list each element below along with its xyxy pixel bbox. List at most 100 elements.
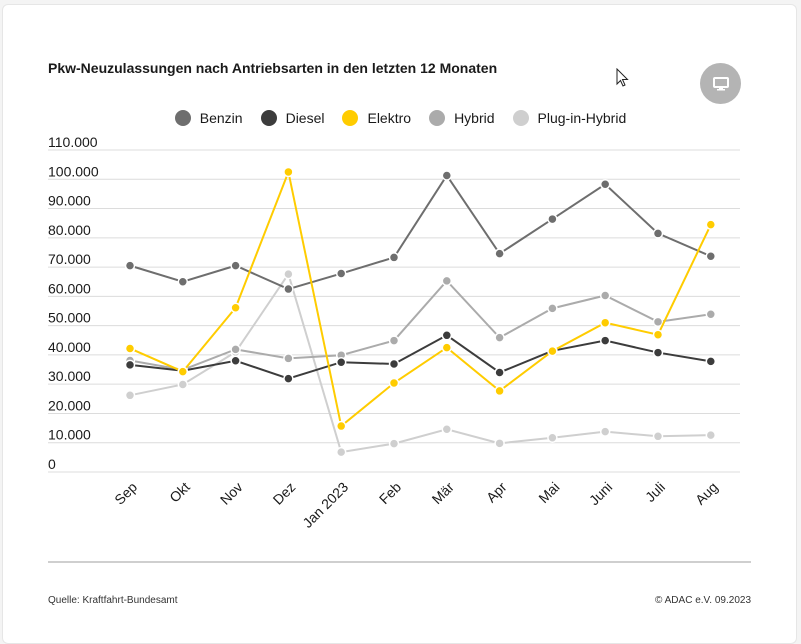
legend-label: Diesel xyxy=(285,110,325,126)
data-point-elektro xyxy=(283,166,294,178)
data-point-diesel xyxy=(494,367,505,378)
data-point-elektro xyxy=(124,343,136,354)
series-line-hybrid xyxy=(129,279,711,371)
data-point-diesel xyxy=(124,359,136,371)
data-point-diesel xyxy=(388,358,400,370)
data-point-elektro xyxy=(494,385,505,397)
series-line-benzin xyxy=(129,173,712,291)
data-point-plug-in-hybrid xyxy=(177,379,189,390)
data-point-plug-in-hybrid xyxy=(599,426,611,437)
legend-item-plug-in-hybrid[interactable]: Plug-in-Hybrid xyxy=(512,110,627,126)
series-line-plug-in-hybrid xyxy=(129,271,711,454)
data-point-elektro xyxy=(547,345,558,357)
y-tick-label: 70.000 xyxy=(48,251,91,267)
data-point-elektro xyxy=(177,366,189,377)
data-point-hybrid xyxy=(388,335,400,346)
legend-swatch xyxy=(429,110,446,126)
x-tick-label: Mär xyxy=(429,479,458,508)
data-point-elektro xyxy=(599,317,611,328)
footer-divider xyxy=(48,561,751,563)
legend-item-benzin[interactable]: Benzin xyxy=(174,110,243,126)
y-tick-label: 90.000 xyxy=(48,193,91,209)
x-tick-label: Apr xyxy=(483,479,510,506)
data-point-plug-in-hybrid xyxy=(388,438,400,449)
data-point-benzin xyxy=(335,268,347,279)
copyright-note: © ADAC e.V. 09.2023 xyxy=(655,595,751,606)
line-chart: 0 10.000 20.000 30.000 40.000 50.000 60.000 70.… xyxy=(48,134,740,531)
x-tick-label: Juli xyxy=(642,479,668,505)
data-point-plug-in-hybrid xyxy=(547,432,558,444)
x-tick-label: Mai xyxy=(535,479,562,506)
chart-card xyxy=(2,4,797,644)
fullscreen-button[interactable] xyxy=(700,63,741,104)
data-point-benzin xyxy=(547,213,558,225)
data-point-hybrid xyxy=(705,308,717,320)
data-point-benzin xyxy=(705,251,717,262)
data-point-elektro xyxy=(388,377,400,389)
x-tick-label: Sep xyxy=(111,479,140,508)
data-point-benzin xyxy=(230,260,241,271)
y-tick-label: 20.000 xyxy=(48,397,91,413)
y-tick-label: 50.000 xyxy=(48,310,91,326)
x-tick-label: Dez xyxy=(270,479,299,508)
legend-swatch xyxy=(512,110,529,126)
data-point-benzin xyxy=(177,276,189,287)
data-point-plug-in-hybrid xyxy=(494,438,505,449)
data-point-plug-in-hybrid xyxy=(652,431,664,442)
y-tick-label: 60.000 xyxy=(48,280,91,296)
data-point-elektro xyxy=(230,302,241,314)
data-point-elektro xyxy=(705,219,717,230)
data-point-diesel xyxy=(652,347,664,358)
y-tick-label: 80.000 xyxy=(48,222,91,238)
data-point-plug-in-hybrid xyxy=(335,446,347,458)
x-tick-label: Nov xyxy=(217,479,246,508)
data-point-elektro xyxy=(652,329,664,340)
legend-item-hybrid[interactable]: Hybrid xyxy=(429,110,495,126)
data-point-hybrid xyxy=(652,316,664,328)
data-point-diesel xyxy=(599,335,611,346)
data-point-benzin xyxy=(441,170,453,181)
x-tick-label: Aug xyxy=(692,479,721,508)
y-tick-label: 10.000 xyxy=(48,427,91,443)
data-point-plug-in-hybrid xyxy=(124,390,136,401)
x-tick-label: Feb xyxy=(376,479,405,508)
y-tick-label: 0 xyxy=(48,456,56,472)
data-point-benzin xyxy=(494,248,505,259)
data-point-benzin xyxy=(124,260,136,271)
data-point-diesel xyxy=(705,356,717,367)
chart-title: Pkw-Neuzulassungen nach Antriebsarten in… xyxy=(48,60,498,76)
legend-item-diesel[interactable]: Diesel xyxy=(260,110,325,126)
data-point-hybrid xyxy=(494,332,505,343)
data-point-hybrid xyxy=(283,353,294,364)
data-point-plug-in-hybrid xyxy=(705,429,717,441)
data-point-benzin xyxy=(652,228,664,239)
legend-item-elektro[interactable]: Elektro xyxy=(342,110,411,126)
legend-label: Hybrid xyxy=(454,110,495,126)
data-point-diesel xyxy=(441,330,453,341)
data-point-benzin xyxy=(283,283,294,295)
monitor-icon xyxy=(712,76,729,90)
legend-swatch xyxy=(174,110,191,126)
data-point-elektro xyxy=(335,420,347,432)
source-note: Quelle: Kraftfahrt-Bundesamt xyxy=(48,595,178,606)
legend-label: Elektro xyxy=(367,110,412,126)
data-point-plug-in-hybrid xyxy=(441,424,453,435)
data-point-diesel xyxy=(283,373,294,384)
data-point-hybrid xyxy=(230,344,241,355)
data-point-diesel xyxy=(335,356,347,368)
data-point-elektro xyxy=(441,342,453,353)
x-tick-label: Jan 2023 xyxy=(299,479,351,531)
data-point-benzin xyxy=(599,178,611,190)
data-point-plug-in-hybrid xyxy=(283,268,294,280)
y-tick-label: 110.000 xyxy=(48,134,98,150)
data-point-benzin xyxy=(388,252,400,263)
y-tick-label: 100.000 xyxy=(48,163,99,179)
data-point-hybrid xyxy=(547,303,558,314)
chart-legend: Benzin Diesel Elektro Hybrid Plug-in-Hybrid xyxy=(0,110,801,126)
data-point-diesel xyxy=(230,355,241,367)
data-point-hybrid xyxy=(599,290,611,301)
y-tick-label: 30.000 xyxy=(48,368,91,384)
y-tick-label: 40.000 xyxy=(48,339,91,355)
legend-label: Plug-in-Hybrid xyxy=(537,110,627,126)
data-point-hybrid xyxy=(441,275,453,287)
